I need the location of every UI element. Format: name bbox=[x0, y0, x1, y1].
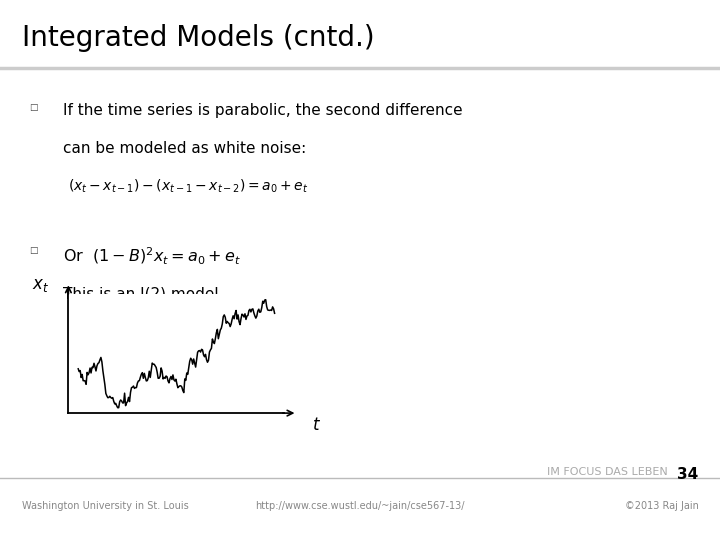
Text: http://www.cse.wustl.edu/~jain/cse567-13/: http://www.cse.wustl.edu/~jain/cse567-13… bbox=[256, 501, 464, 511]
Text: $t$: $t$ bbox=[312, 416, 321, 434]
Text: IM FOCUS DAS LEBEN: IM FOCUS DAS LEBEN bbox=[547, 467, 668, 477]
Text: 34: 34 bbox=[677, 467, 698, 482]
Text: $x_t$: $x_t$ bbox=[32, 276, 49, 294]
Text: □: □ bbox=[29, 103, 37, 112]
Text: Or  $(1-B)^2 x_t = a_0 + e_t$: Or $(1-B)^2 x_t = a_0 + e_t$ bbox=[63, 246, 241, 267]
Text: Washington University in St. Louis: Washington University in St. Louis bbox=[22, 501, 189, 511]
Text: This is an I(2) model: This is an I(2) model bbox=[63, 286, 219, 301]
Text: If the time series is parabolic, the second difference: If the time series is parabolic, the sec… bbox=[63, 103, 463, 118]
Text: $(x_t - x_{t-1}) - (x_{t-1} - x_{t-2}) = a_0 + e_t$: $(x_t - x_{t-1}) - (x_{t-1} - x_{t-2}) =… bbox=[68, 177, 309, 194]
Text: ©2013 Raj Jain: ©2013 Raj Jain bbox=[624, 501, 698, 511]
Text: Integrated Models (cntd.): Integrated Models (cntd.) bbox=[22, 24, 374, 52]
Text: can be modeled as white noise:: can be modeled as white noise: bbox=[63, 141, 307, 157]
Text: □: □ bbox=[29, 246, 37, 255]
